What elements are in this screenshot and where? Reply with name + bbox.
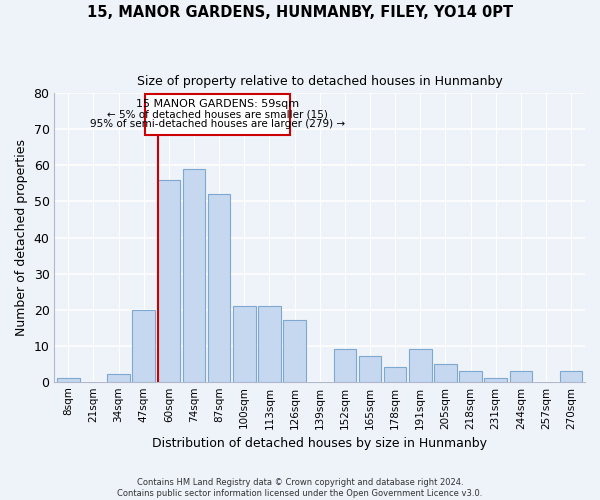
Bar [258, 306, 281, 382]
Bar [359, 356, 382, 382]
Bar [459, 371, 482, 382]
Bar [57, 378, 80, 382]
Bar [434, 364, 457, 382]
Bar [158, 180, 180, 382]
Bar [409, 349, 431, 382]
Title: Size of property relative to detached houses in Hunmanby: Size of property relative to detached ho… [137, 75, 503, 88]
Text: Contains HM Land Registry data © Crown copyright and database right 2024.
Contai: Contains HM Land Registry data © Crown c… [118, 478, 482, 498]
Bar [334, 349, 356, 382]
Text: ← 5% of detached houses are smaller (15): ← 5% of detached houses are smaller (15) [107, 109, 328, 119]
Text: 15, MANOR GARDENS, HUNMANBY, FILEY, YO14 0PT: 15, MANOR GARDENS, HUNMANBY, FILEY, YO14… [87, 5, 513, 20]
Bar [283, 320, 306, 382]
Bar [484, 378, 507, 382]
Bar [133, 310, 155, 382]
Bar [560, 371, 583, 382]
Text: 95% of semi-detached houses are larger (279) →: 95% of semi-detached houses are larger (… [89, 118, 345, 128]
Bar [182, 169, 205, 382]
Bar [384, 368, 406, 382]
X-axis label: Distribution of detached houses by size in Hunmanby: Distribution of detached houses by size … [152, 437, 487, 450]
Bar [208, 194, 230, 382]
Bar [509, 371, 532, 382]
Text: 15 MANOR GARDENS: 59sqm: 15 MANOR GARDENS: 59sqm [136, 100, 299, 110]
Bar [107, 374, 130, 382]
Y-axis label: Number of detached properties: Number of detached properties [15, 139, 28, 336]
Bar [233, 306, 256, 382]
FancyBboxPatch shape [145, 94, 290, 135]
